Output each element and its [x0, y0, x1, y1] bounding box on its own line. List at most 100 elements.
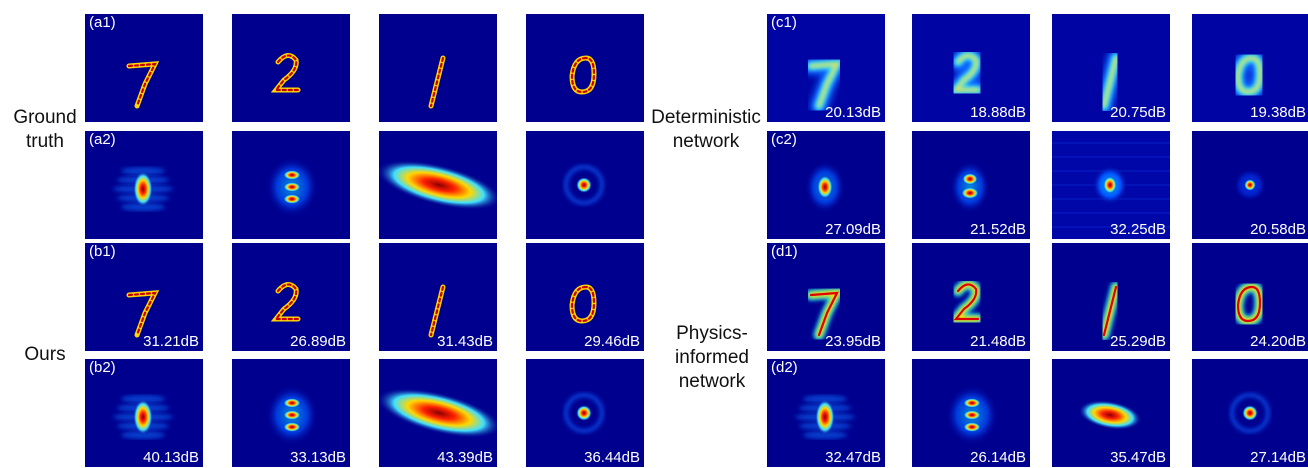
- psnr-value: 20.58dB: [1250, 221, 1306, 238]
- psnr-value: 25.29dB: [1110, 333, 1166, 350]
- panel-image: [950, 161, 990, 213]
- panel-image: [1052, 131, 1170, 239]
- digit-core: [1236, 56, 1262, 94]
- panel-image: [946, 385, 998, 445]
- ring-center: [576, 405, 592, 421]
- blob-lobe: [962, 173, 978, 185]
- panel-image: [428, 284, 446, 338]
- panel-image: [428, 55, 446, 109]
- panel-image: [266, 385, 318, 445]
- digit-core: [1102, 285, 1118, 337]
- panel-a1-3: [379, 14, 497, 122]
- psnr-value: 27.14dB: [1250, 449, 1306, 466]
- panel-image: [1052, 14, 1170, 122]
- psnr-value: 32.25dB: [1110, 221, 1166, 238]
- digit-stroke-core: [429, 56, 445, 108]
- panel-image: [564, 393, 604, 433]
- digit-stroke-core: [429, 285, 445, 337]
- panel-c2-2: 21.52dB: [912, 131, 1030, 239]
- panel-image: [113, 167, 173, 211]
- digit-core: [809, 62, 840, 108]
- psnr-value: 21.48dB: [970, 333, 1026, 350]
- panel-d1-1: (d1) 23.95dB: [767, 243, 885, 351]
- speckle-lobe: [963, 422, 981, 432]
- speckle-core: [133, 399, 153, 435]
- label-line: Ground: [13, 107, 77, 128]
- panel-image: [1232, 281, 1266, 327]
- psnr-value: 19.38dB: [1250, 104, 1306, 121]
- psnr-value: 31.43dB: [437, 333, 493, 350]
- panel-tag: (c2): [771, 131, 797, 148]
- psnr-value: 29.46dB: [584, 333, 640, 350]
- panel-a2-1: (a2): [85, 131, 203, 239]
- noise-bg: [1192, 14, 1308, 122]
- panel-a2-4: [526, 131, 644, 239]
- psnr-value: 18.88dB: [970, 104, 1026, 121]
- panel-b1-2: 26.89dB: [232, 243, 350, 351]
- panel-c1-4: 19.38dB: [1192, 14, 1308, 122]
- panel-image: [379, 388, 497, 438]
- panel-a1-4: [526, 14, 644, 122]
- panel-d1-2: 21.48dB: [912, 243, 1030, 351]
- digit-core: [952, 54, 980, 92]
- psnr-value: 35.47dB: [1110, 449, 1166, 466]
- panel-image: [805, 286, 847, 341]
- panel-image: [270, 282, 301, 322]
- panel-image: [266, 157, 318, 217]
- panel-c1-1: (c1) 20.13dB: [767, 14, 885, 122]
- row-label-physics: Physics- informed network: [664, 322, 760, 394]
- panel-d2-2: 26.14dB: [912, 359, 1030, 467]
- psnr-value: 21.52dB: [970, 221, 1026, 238]
- blob-lobe: [961, 187, 979, 199]
- psnr-value: 23.95dB: [825, 333, 881, 350]
- panel-tag: (d1): [771, 243, 798, 260]
- panel-b2-1: (b2) 40.13dB: [85, 359, 203, 467]
- digit-stroke-core: [273, 283, 300, 321]
- spot-core: [1244, 179, 1256, 191]
- ellipse-band: [379, 160, 497, 210]
- ring-halo: [1230, 393, 1270, 433]
- label-line: network: [678, 371, 746, 392]
- panel-image: [1192, 14, 1308, 122]
- ring-center: [1242, 405, 1258, 421]
- panel-tag: (a2): [89, 131, 116, 148]
- panel-a2-3: [379, 131, 497, 239]
- ellipse-band: [379, 388, 497, 438]
- digit-core: [1236, 285, 1262, 323]
- panel-b2-4: 36.44dB: [526, 359, 644, 467]
- row-label-ground-truth: Ground truth: [4, 106, 86, 154]
- panel-image: [569, 284, 597, 324]
- speckle-lobe: [283, 422, 301, 432]
- panel-image: [767, 14, 885, 122]
- speckle-lobe: [283, 182, 301, 192]
- panel-c1-2: 18.88dB: [912, 14, 1030, 122]
- speckle-lobe: [283, 410, 301, 420]
- panel-b1-4: 29.46dB: [526, 243, 644, 351]
- digit-core: [809, 291, 839, 337]
- label-line: truth: [25, 131, 65, 152]
- panel-d1-4: 24.20dB: [1192, 243, 1308, 351]
- psnr-value: 36.44dB: [584, 449, 640, 466]
- panel-d2-1: (d2) 32.47dB: [767, 359, 885, 467]
- psnr-value: 43.39dB: [437, 449, 493, 466]
- speckle-lobe: [283, 194, 301, 204]
- panel-image: [795, 395, 855, 439]
- digit-core: [1102, 56, 1118, 108]
- panel-image: [126, 61, 160, 109]
- panel-image: [270, 53, 301, 93]
- panel-image: [1078, 400, 1142, 430]
- panel-tag: (b2): [89, 359, 116, 376]
- digit-stroke-core: [273, 54, 300, 92]
- panel-image: [805, 161, 845, 213]
- digit-stroke-core: [127, 62, 157, 108]
- panel-a1-2: [232, 14, 350, 122]
- row-label-ours: Ours: [24, 344, 66, 365]
- digit-stroke-core: [570, 56, 596, 94]
- oval-blob: [1078, 400, 1142, 430]
- digit-stroke-core: [127, 291, 157, 337]
- digit-core: [953, 283, 980, 321]
- ring-halo: [564, 165, 604, 205]
- ring-halo: [564, 393, 604, 433]
- psnr-value: 20.13dB: [825, 104, 881, 121]
- label-line: informed: [675, 347, 749, 368]
